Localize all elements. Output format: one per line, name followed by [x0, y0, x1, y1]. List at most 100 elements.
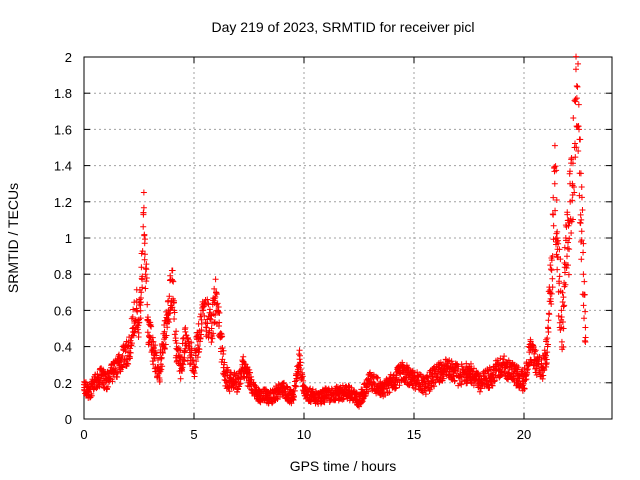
data-point — [547, 266, 554, 273]
data-point — [288, 400, 295, 407]
data-point — [184, 336, 191, 343]
data-point — [139, 248, 146, 255]
data-point — [246, 366, 253, 373]
data-point — [142, 285, 149, 292]
data-point — [451, 377, 458, 384]
data-point — [98, 372, 105, 379]
data-point — [580, 271, 587, 278]
data-point — [181, 354, 188, 361]
data-point — [171, 299, 178, 306]
data-point — [555, 312, 562, 319]
data-point — [470, 365, 477, 372]
data-point — [559, 318, 566, 325]
data-point — [578, 228, 585, 235]
data-point — [134, 326, 141, 333]
data-point — [248, 379, 255, 386]
data-point — [550, 222, 557, 229]
data-point — [323, 392, 329, 399]
data-point — [142, 236, 149, 243]
data-point — [573, 53, 580, 60]
data-point — [547, 289, 554, 296]
data-point — [577, 136, 584, 143]
data-point — [297, 359, 304, 366]
data-point — [582, 334, 589, 341]
chart-title: Day 219 of 2023, SRMTID for receiver pic… — [212, 19, 475, 35]
data-point — [291, 387, 298, 394]
data-point — [570, 115, 577, 122]
data-point — [88, 392, 95, 399]
data-point — [556, 280, 563, 287]
data-point — [548, 267, 555, 274]
data-point — [557, 326, 564, 333]
data-point — [510, 370, 516, 377]
data-point — [141, 251, 148, 258]
data-point — [581, 291, 588, 298]
data-point — [193, 358, 200, 365]
data-point — [178, 365, 185, 372]
data-point — [128, 340, 135, 347]
y-tick-label: 0.6 — [54, 303, 72, 318]
data-point — [219, 345, 226, 352]
data-point — [576, 126, 582, 133]
data-point — [568, 229, 575, 236]
data-point — [458, 381, 465, 388]
data-point — [201, 312, 208, 319]
data-point — [146, 333, 153, 340]
data-point — [160, 343, 167, 350]
data-point — [564, 209, 571, 216]
data-point — [575, 148, 582, 155]
data-point — [374, 374, 381, 381]
data-point — [561, 269, 568, 276]
data-point — [578, 194, 585, 201]
x-tick-label: 20 — [517, 427, 531, 442]
data-point — [573, 82, 580, 89]
data-point — [554, 228, 561, 235]
data-point — [524, 370, 531, 377]
data-point — [555, 240, 562, 247]
data-point — [107, 367, 114, 374]
data-point — [563, 264, 570, 271]
data-point — [150, 361, 157, 368]
data-point — [143, 278, 150, 285]
data-point — [352, 389, 359, 396]
data-point — [571, 144, 578, 151]
data-point — [389, 379, 395, 386]
data-point — [543, 356, 550, 363]
data-point — [545, 325, 552, 332]
data-point — [345, 388, 351, 395]
data-point — [127, 337, 134, 344]
data-point — [94, 376, 101, 383]
data-point — [198, 327, 205, 334]
data-point — [489, 382, 496, 389]
data-point — [549, 211, 556, 218]
data-point — [579, 206, 586, 213]
x-axis-label: GPS time / hours — [290, 458, 397, 474]
data-point — [386, 389, 393, 396]
data-point — [87, 394, 94, 401]
data-point — [312, 394, 318, 401]
data-point — [205, 300, 212, 307]
data-point — [132, 318, 139, 325]
data-point — [131, 299, 138, 306]
data-point — [143, 274, 150, 281]
data-point — [558, 338, 565, 345]
data-point — [194, 342, 201, 349]
data-point — [569, 216, 576, 223]
data-point — [159, 363, 166, 370]
data-point — [540, 365, 547, 372]
data-point — [140, 189, 147, 196]
data-point — [301, 390, 307, 397]
data-point — [565, 239, 572, 246]
data-point — [130, 306, 137, 313]
data-point — [531, 348, 538, 355]
data-point — [499, 361, 505, 368]
data-point — [246, 369, 253, 376]
data-point — [137, 294, 144, 301]
data-point — [171, 316, 178, 323]
data-point — [166, 293, 173, 300]
data-point — [159, 349, 166, 356]
data-point — [560, 325, 567, 332]
data-point — [554, 266, 561, 273]
data-point — [216, 319, 223, 326]
data-point — [549, 284, 556, 291]
